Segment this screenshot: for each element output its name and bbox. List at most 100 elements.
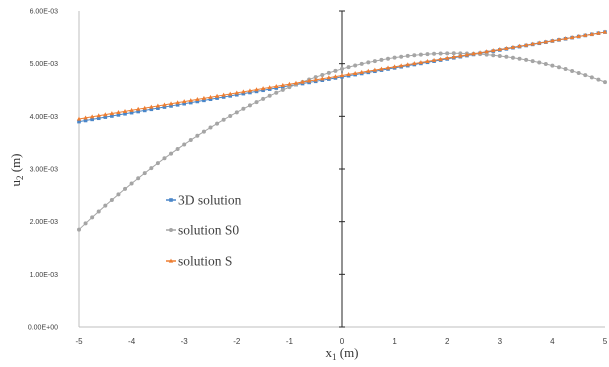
data-point [175, 103, 180, 107]
data-point [116, 113, 121, 117]
data-point [379, 66, 384, 71]
data-point [583, 32, 588, 37]
y-tick-label: 3.00E-03 [30, 167, 59, 174]
data-point [359, 61, 364, 66]
y-axis-title: u2 (m) [8, 153, 25, 186]
data-point [77, 227, 81, 232]
data-point [247, 88, 253, 93]
data-point [398, 63, 404, 68]
y-axis-title-sub: 2 [15, 176, 25, 181]
legend-item: 3D solution [166, 193, 242, 208]
data-point [570, 68, 575, 73]
data-point [576, 34, 581, 39]
data-point [228, 94, 233, 98]
axes: 0.00E+00 1.00E-03 2.00E-03 3.00E-03 4.00E-03… [28, 9, 608, 347]
data-point [550, 38, 555, 43]
data-point [162, 102, 167, 107]
data-point [267, 93, 272, 98]
x-axis-title: x1 (m) [325, 345, 358, 362]
data-point [254, 100, 259, 105]
data-point [142, 105, 147, 110]
data-point [234, 110, 239, 115]
data-point [228, 91, 233, 96]
data-point [438, 51, 443, 56]
data-point [221, 92, 226, 97]
data-point [90, 117, 94, 122]
data-point [543, 39, 549, 44]
x-axis-title-main: x [325, 345, 332, 360]
data-point [149, 104, 154, 109]
legend-item: solution S [166, 254, 232, 269]
data-point [109, 197, 114, 202]
data-point [523, 42, 529, 47]
y-tick-label: 2.00E-03 [30, 219, 59, 226]
data-point [201, 129, 206, 134]
data-point [208, 125, 213, 130]
data-point [280, 87, 285, 92]
data-point [129, 110, 134, 115]
data-point [392, 55, 397, 60]
x-tick-label: 3 [498, 337, 503, 346]
data-point [445, 55, 450, 60]
data-point [254, 87, 259, 92]
x-axis-title-unit: (m) [336, 345, 358, 360]
data-point [543, 61, 548, 66]
data-point [201, 95, 207, 100]
data-point [320, 72, 325, 77]
y-tick-label: 6.00E-03 [30, 9, 59, 16]
data-point [517, 43, 522, 48]
data-point [162, 156, 167, 161]
data-point [149, 166, 154, 171]
x-tick-label: 2 [445, 337, 450, 346]
data-point [169, 198, 173, 202]
data-point [385, 65, 391, 70]
data-point [234, 90, 239, 95]
series-solution-s0 [77, 51, 607, 232]
data-point [188, 98, 193, 103]
data-point [366, 60, 371, 65]
data-point [399, 54, 404, 59]
series-solution-s [76, 29, 608, 121]
data-point [366, 68, 371, 73]
data-point [530, 59, 535, 64]
data-point [235, 92, 239, 97]
data-point [116, 110, 121, 115]
x-tick-label: -4 [128, 337, 136, 346]
data-point [576, 70, 581, 75]
data-point [169, 228, 173, 232]
data-point [287, 81, 292, 86]
x-tick-label: -1 [286, 337, 294, 346]
data-point [109, 111, 115, 116]
data-point [116, 192, 121, 197]
data-point [524, 57, 529, 62]
data-point [90, 215, 95, 220]
data-point [339, 73, 345, 78]
data-point [103, 112, 108, 117]
data-point [96, 209, 101, 214]
x-tick-label: -3 [181, 337, 189, 346]
data-point [353, 63, 358, 68]
legend: 3D solution solution S0 solution S [166, 193, 242, 269]
data-point [280, 82, 286, 87]
data-point [352, 70, 358, 75]
data-point [168, 101, 174, 106]
data-point [445, 51, 450, 56]
data-point [484, 52, 489, 57]
y-axis-title-unit: (m) [8, 153, 23, 175]
data-point [123, 186, 128, 191]
x-tick-label: -2 [233, 337, 241, 346]
y-tick-label: 1.00E-03 [30, 272, 59, 279]
data-point [76, 116, 82, 121]
data-point [83, 115, 88, 120]
data-point [287, 85, 292, 90]
data-point [583, 73, 588, 78]
data-point [254, 89, 259, 94]
data-point [274, 83, 279, 88]
data-point [182, 142, 187, 147]
y-tick-label: 0.00E+00 [28, 325, 58, 332]
data-point [438, 56, 443, 61]
data-point [135, 106, 141, 111]
data-point [195, 99, 200, 104]
data-point [202, 98, 206, 103]
